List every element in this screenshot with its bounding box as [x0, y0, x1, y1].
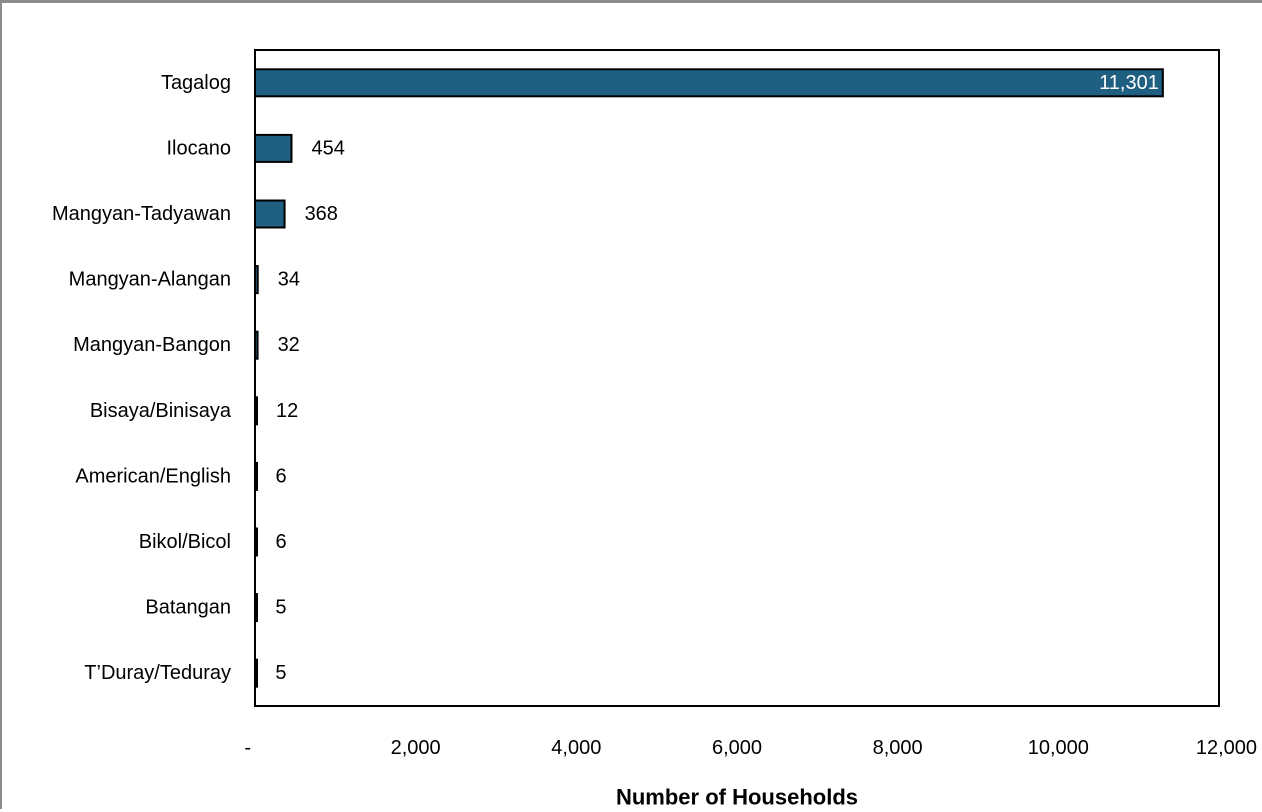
category-label: Bisaya/Binisaya — [90, 400, 232, 422]
data-label: 32 — [278, 334, 300, 356]
plot-area-border — [254, 49, 1220, 707]
data-label: 5 — [275, 597, 286, 619]
x-axis-tick-labels: - 2,000 4,000 6,000 8,000 10,000 12,000 — [244, 737, 1257, 759]
bars-group — [254, 68, 1164, 688]
x-tick-label: 4,000 — [551, 737, 601, 759]
category-label: Mangyan-Alangan — [69, 269, 231, 291]
bar — [254, 68, 1164, 98]
category-label: Mangyan-Bangon — [73, 334, 231, 356]
data-label: 5 — [275, 662, 286, 684]
data-label: 34 — [278, 269, 300, 291]
data-label: 6 — [275, 465, 286, 487]
category-label: American/English — [75, 465, 231, 487]
category-label: T’Duray/Teduray — [84, 662, 231, 684]
bar — [254, 133, 293, 163]
data-label: 368 — [305, 203, 338, 225]
x-tick-label: 12,000 — [1196, 737, 1257, 759]
x-tick-label: 10,000 — [1028, 737, 1089, 759]
data-labels: 11,301 454 368 34 32 12 6 6 5 5 — [275, 72, 1158, 684]
category-label: Ilocano — [167, 137, 232, 159]
category-label: Mangyan-Tadyawan — [52, 203, 231, 225]
x-tick-label: 8,000 — [873, 737, 923, 759]
x-tick-label: - — [244, 737, 251, 759]
bar-chart: Tagalog Ilocano Mangyan-Tadyawan Mangyan-Al… — [52, 49, 1257, 810]
category-labels: Tagalog Ilocano Mangyan-Tadyawan Mangyan-Al… — [52, 72, 232, 684]
x-axis-title: Number of Households — [616, 785, 858, 810]
category-label: Tagalog — [161, 72, 231, 94]
x-tick-label: 6,000 — [712, 737, 762, 759]
category-label: Bikol/Bicol — [139, 531, 231, 553]
data-label: 6 — [275, 531, 286, 553]
bar — [254, 199, 286, 229]
data-label: 454 — [311, 137, 344, 159]
data-label: 11,301 — [1099, 72, 1159, 94]
x-tick-label: 2,000 — [391, 737, 441, 759]
category-label: Batangan — [145, 597, 231, 619]
data-label: 12 — [276, 400, 298, 422]
